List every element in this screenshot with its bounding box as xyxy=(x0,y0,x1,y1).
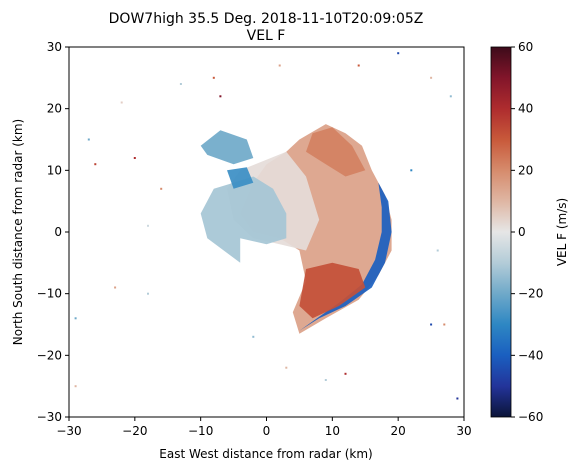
y-tick-label: 20 xyxy=(47,102,62,116)
x-tick-label: 30 xyxy=(456,424,471,438)
echo-layer xyxy=(74,52,459,400)
y-tick-label: −30 xyxy=(37,410,62,424)
y-tick-label: 10 xyxy=(47,163,62,177)
scatter-echo-16 xyxy=(430,323,433,326)
scatter-echo-8 xyxy=(278,64,281,67)
scatter-echo-6 xyxy=(212,76,215,79)
scatter-echo-10 xyxy=(397,52,400,55)
echo-region-north-outbound xyxy=(306,127,366,177)
scatter-echo-20 xyxy=(74,317,77,320)
colorbar-tick-label: −40 xyxy=(518,348,543,362)
colorbar-label: VEL F (m/s) xyxy=(555,198,569,266)
echo-region-south-outbound-core xyxy=(299,262,366,319)
scatter-echo-5 xyxy=(179,83,182,85)
x-tick-label: 20 xyxy=(391,424,406,438)
scatter-echo-2 xyxy=(120,101,123,104)
echo-region-nw-appendage xyxy=(200,130,254,165)
scatter-echo-25 xyxy=(252,335,255,338)
echo-region-western-lobe xyxy=(200,176,287,263)
scatter-echo-26 xyxy=(285,366,288,369)
scatter-echo-18 xyxy=(344,372,347,375)
colorbar-tick-label: −20 xyxy=(518,287,543,301)
x-axis: −30 −20 −10 0 10 20 30 xyxy=(56,417,472,438)
y-axis: −30 −20 −10 0 10 20 30 xyxy=(37,40,69,424)
colorbar-tick-label: 0 xyxy=(518,225,526,239)
scatter-echo-17 xyxy=(456,397,459,400)
scatter-echo-21 xyxy=(114,286,117,289)
scatter-echo-12 xyxy=(449,95,452,98)
x-tick-label: 0 xyxy=(263,424,271,438)
scatter-echo-9 xyxy=(357,64,360,67)
colorbar-tick-label: 20 xyxy=(518,163,533,177)
colorbar-tick-label: 40 xyxy=(518,102,533,116)
echo-region-west-strand xyxy=(227,167,254,189)
scatter-echo-15 xyxy=(443,323,446,326)
y-tick-label: −20 xyxy=(37,348,62,362)
chart-title-line2: VEL F xyxy=(247,28,286,44)
scatter-echo-22 xyxy=(147,292,149,295)
colorbar-axis: −60 −40 −20 0 20 40 60 xyxy=(511,40,543,424)
scatter-echo-11 xyxy=(430,76,433,79)
scatter-echo-24 xyxy=(147,224,149,227)
x-tick-label: −20 xyxy=(122,424,147,438)
y-tick-label: −10 xyxy=(37,287,62,301)
x-tick-label: 10 xyxy=(325,424,340,438)
chart-title-line1: DOW7high 35.5 Deg. 2018-11-10T20:09:05Z xyxy=(109,11,424,27)
scatter-echo-14 xyxy=(436,249,439,252)
scatter-echo-4 xyxy=(160,187,163,190)
colorbar-tick-label: 60 xyxy=(518,40,533,54)
x-tick-label: −30 xyxy=(56,424,81,438)
colorbar-tick-label: −60 xyxy=(518,410,543,424)
y-tick-label: 30 xyxy=(47,40,62,54)
scatter-echo-0 xyxy=(87,138,90,141)
scatter-echo-3 xyxy=(133,157,136,159)
colorbar xyxy=(490,46,512,418)
scatter-echo-13 xyxy=(410,169,413,172)
x-axis-label: East West distance from radar (km) xyxy=(159,447,372,461)
scatter-echo-7 xyxy=(219,95,222,98)
scatter-echo-19 xyxy=(324,379,327,381)
y-tick-label: 0 xyxy=(54,225,62,239)
scatter-echo-1 xyxy=(94,163,97,166)
scatter-echo-23 xyxy=(74,385,77,388)
y-axis-label: North South distance from radar (km) xyxy=(11,119,25,345)
x-tick-label: −10 xyxy=(188,424,213,438)
